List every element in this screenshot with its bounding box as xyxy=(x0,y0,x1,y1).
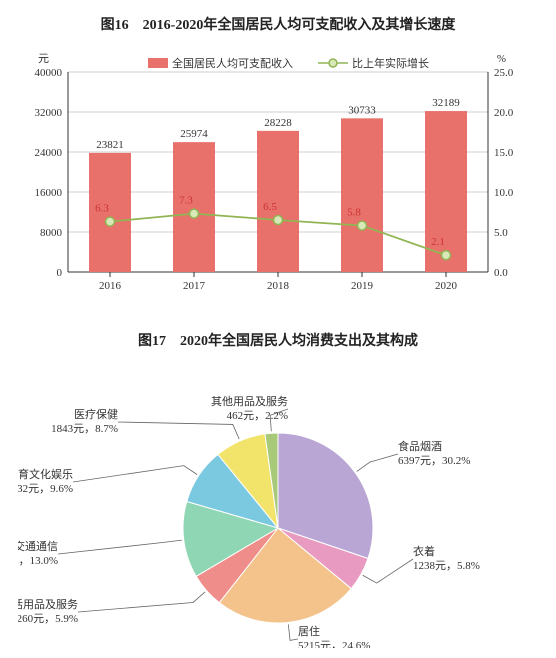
svg-text:全国居民人均可支配收入: 全国居民人均可支配收入 xyxy=(172,56,293,70)
svg-text:交通通信: 交通通信 xyxy=(18,539,58,553)
svg-text:2018: 2018 xyxy=(267,280,290,292)
svg-text:医疗保健: 医疗保健 xyxy=(74,407,118,421)
svg-text:%: % xyxy=(497,53,506,65)
svg-text:教育文化娱乐: 教育文化娱乐 xyxy=(18,467,73,481)
bar-2019 xyxy=(341,118,383,272)
svg-text:比上年实际增长: 比上年实际增长 xyxy=(352,56,429,70)
point-2017 xyxy=(190,209,199,218)
svg-text:1238元，5.8%: 1238元，5.8% xyxy=(413,560,480,572)
svg-text:2019: 2019 xyxy=(351,280,374,292)
svg-text:2762元，13.0%: 2762元，13.0% xyxy=(18,555,58,567)
svg-text:16000: 16000 xyxy=(35,187,63,199)
svg-text:5.0: 5.0 xyxy=(494,227,508,239)
fig17-title: 图17 2020年全国居民人均消费支出及其构成 xyxy=(10,330,546,350)
svg-text:2017: 2017 xyxy=(183,280,206,292)
svg-text:8000: 8000 xyxy=(40,227,63,239)
svg-text:7.3: 7.3 xyxy=(179,195,193,207)
fig16-chart: 0 0.0 8000 5.0 16000 10.0 24000 15.0 32000 20.0 40… xyxy=(18,42,538,312)
svg-text:6397元，30.2%: 6397元，30.2% xyxy=(398,455,470,467)
svg-text:32000: 32000 xyxy=(35,107,63,119)
svg-text:2020: 2020 xyxy=(435,280,458,292)
svg-text:15.0: 15.0 xyxy=(494,147,514,159)
svg-text:其他用品及服务: 其他用品及服务 xyxy=(211,395,288,408)
svg-text:5.8: 5.8 xyxy=(347,207,361,219)
svg-text:462元，2.2%: 462元，2.2% xyxy=(227,410,288,422)
fig17-chart: 食品烟酒 6397元，30.2% 衣着 1238元，5.8% 居住 5215元，24.6%… xyxy=(18,358,538,648)
svg-text:25974: 25974 xyxy=(180,128,208,140)
svg-text:6.5: 6.5 xyxy=(263,201,277,213)
svg-text:0.0: 0.0 xyxy=(494,267,508,279)
svg-text:10.0: 10.0 xyxy=(494,187,514,199)
svg-text:0: 0 xyxy=(57,267,63,279)
svg-text:30733: 30733 xyxy=(348,104,376,116)
svg-text:32189: 32189 xyxy=(432,97,460,109)
svg-text:1260元，5.9%: 1260元，5.9% xyxy=(18,613,78,625)
point-2020 xyxy=(442,251,451,260)
point-2016 xyxy=(106,217,115,226)
svg-text:2032元，9.6%: 2032元，9.6% xyxy=(18,483,73,495)
svg-text:23821: 23821 xyxy=(96,139,124,151)
point-2019 xyxy=(358,221,367,230)
bar-2017 xyxy=(173,142,215,272)
svg-text:28228: 28228 xyxy=(264,117,292,129)
svg-text:40000: 40000 xyxy=(35,67,63,79)
svg-text:居住: 居住 xyxy=(298,624,320,638)
point-2018 xyxy=(274,216,283,225)
svg-text:1843元，8.7%: 1843元，8.7% xyxy=(51,423,118,435)
svg-text:5215元，24.6%: 5215元，24.6% xyxy=(298,640,370,648)
svg-text:25.0: 25.0 xyxy=(494,67,514,79)
fig16-title: 图16 2016-2020年全国居民人均可支配收入及其增长速度 xyxy=(10,14,546,34)
svg-text:衣着: 衣着 xyxy=(413,544,435,558)
svg-text:20.0: 20.0 xyxy=(494,107,514,119)
svg-text:2016: 2016 xyxy=(99,280,122,292)
svg-text:6.3: 6.3 xyxy=(95,203,109,215)
svg-text:食品烟酒: 食品烟酒 xyxy=(398,439,442,453)
svg-text:2.1: 2.1 xyxy=(431,236,445,248)
svg-text:生活用品及服务: 生活用品及服务 xyxy=(18,597,78,611)
svg-text:元: 元 xyxy=(38,53,49,65)
svg-text:24000: 24000 xyxy=(35,147,63,159)
